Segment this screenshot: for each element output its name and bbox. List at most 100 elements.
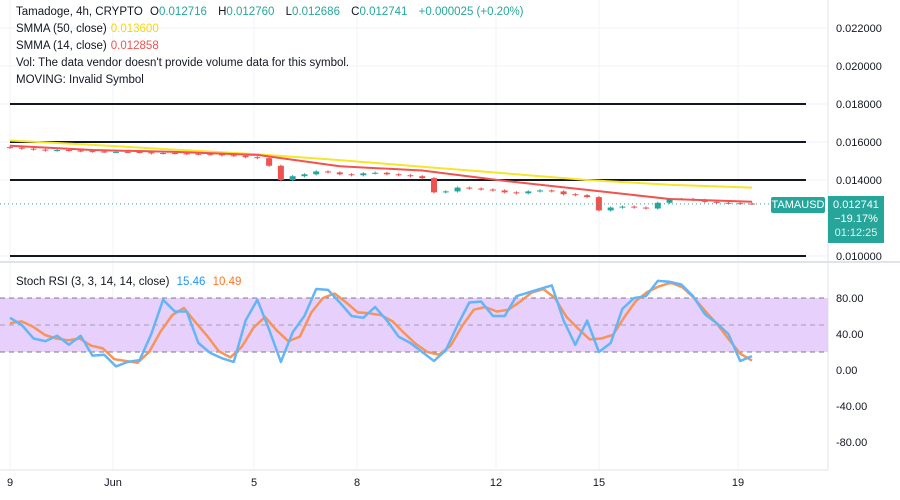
candle — [230, 154, 237, 157]
candle — [101, 150, 108, 154]
candle — [136, 150, 143, 154]
time-tick-label: 9 — [7, 477, 13, 489]
time-tick-label: 8 — [354, 477, 360, 489]
candle — [489, 188, 496, 192]
smma50-legend[interactable]: SMMA (50, close) 0.013600 — [16, 21, 163, 38]
smma14-line — [9, 144, 753, 203]
open-value: O0.012716 — [150, 6, 211, 18]
candle-body — [348, 174, 355, 176]
candle — [336, 171, 343, 176]
candle — [678, 197, 685, 201]
candle-body — [42, 149, 49, 151]
stoch-tick-label: -80.00 — [836, 437, 867, 449]
smma50-line — [9, 139, 753, 189]
candle-body — [654, 202, 661, 209]
candle — [466, 186, 473, 190]
stoch-tick-label: -40.00 — [836, 401, 867, 413]
candle-body — [301, 174, 308, 177]
candle-body — [431, 178, 437, 193]
candle — [525, 190, 532, 195]
candle-body — [643, 207, 649, 209]
low-number: 0.012686 — [292, 6, 340, 18]
candle-body — [666, 199, 673, 203]
candle-body — [690, 199, 697, 200]
candle — [289, 175, 296, 182]
candle-body — [18, 147, 25, 149]
candle — [242, 154, 249, 159]
candle — [124, 150, 131, 154]
smma50-label: SMMA (50, close) — [16, 23, 107, 35]
candle-body — [395, 174, 402, 176]
candle — [42, 148, 49, 152]
time-tick-label: 5 — [251, 477, 257, 489]
candle — [560, 190, 567, 196]
candle — [207, 153, 214, 156]
candle — [654, 201, 661, 210]
candle-body — [171, 153, 178, 155]
candle-body — [419, 176, 426, 179]
candle — [572, 193, 579, 197]
candle — [701, 198, 708, 203]
candle-body — [489, 189, 496, 191]
stoch-k-line — [9, 279, 753, 368]
candle — [89, 149, 96, 153]
candle-body — [454, 187, 461, 192]
candle-body — [77, 150, 84, 152]
candle — [395, 173, 402, 177]
candle — [607, 206, 614, 212]
smma14-label: SMMA (14, close) — [16, 40, 107, 52]
candle — [454, 186, 461, 193]
candle — [431, 176, 437, 194]
candle — [584, 194, 591, 199]
candle — [666, 197, 673, 204]
candle-body — [407, 175, 414, 177]
candle-body — [584, 195, 591, 198]
candle — [171, 151, 178, 155]
smma50-value: 0.013600 — [110, 23, 159, 35]
price-tick-label: 0.022000 — [836, 23, 882, 35]
candle-body — [631, 206, 638, 208]
candle — [442, 190, 449, 194]
candle-body — [313, 171, 320, 175]
candle-body — [183, 153, 190, 155]
candle — [148, 151, 155, 155]
high-number: 0.012760 — [226, 6, 275, 18]
candle-body — [230, 155, 237, 157]
stoch-legend[interactable]: Stoch RSI (3, 3, 14, 14, close) 15.46 10… — [16, 274, 245, 291]
stoch-tick-label: 80.00 — [836, 293, 864, 305]
candle-body — [548, 190, 555, 192]
stoch-label: Stoch RSI (3, 3, 14, 14, close) — [16, 276, 170, 288]
candle-body — [54, 149, 61, 151]
moving-legend: MOVING: Invalid Symbol — [16, 72, 148, 89]
candle-body — [572, 194, 579, 196]
price-tick-label: 0.014000 — [836, 175, 882, 187]
candle-body — [595, 197, 602, 211]
candle-body — [195, 153, 202, 155]
vol-legend: Vol: The data vendor doesn't provide vol… — [16, 55, 353, 72]
candle-body — [65, 149, 72, 151]
candle-body — [619, 206, 626, 208]
candle-body — [478, 188, 485, 190]
change-value: +0.000025 (+0.20%) — [418, 6, 524, 18]
smma14-legend[interactable]: SMMA (14, close) 0.012858 — [16, 38, 163, 55]
stoch-tick-label: 0.00 — [836, 365, 857, 377]
price-tick-label: 0.010000 — [836, 251, 882, 263]
candle — [266, 157, 273, 167]
candle-body — [207, 154, 214, 156]
candle-body — [136, 152, 143, 154]
candle — [77, 149, 84, 153]
close-value: C0.012741 — [351, 6, 411, 18]
price-tag-price: 0.012741 — [833, 199, 879, 211]
low-label: L — [285, 6, 292, 18]
price-tag-change: −19.17% — [834, 213, 878, 225]
candle — [383, 171, 390, 176]
price-tick-label: 0.016000 — [836, 137, 882, 149]
candle — [619, 205, 626, 209]
candle — [690, 197, 697, 202]
candle-body — [289, 176, 296, 180]
candle — [713, 200, 720, 204]
candle-body — [242, 155, 249, 158]
candle-body — [560, 191, 567, 195]
candle — [30, 147, 37, 151]
